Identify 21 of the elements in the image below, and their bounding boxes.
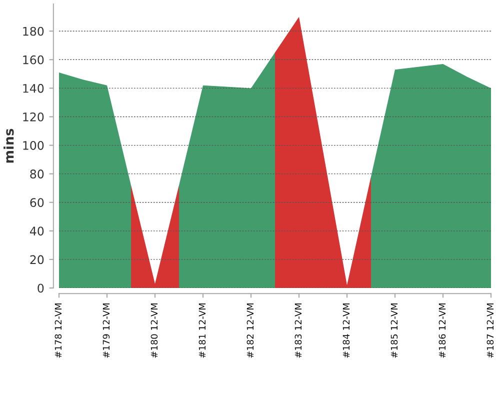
y-tick-label: 80: [30, 170, 44, 178]
x-tick-label: #183 12-VM: [294, 303, 302, 358]
y-tick-label: 0: [38, 284, 44, 293]
x-tick-label: #187 12-VM: [486, 303, 494, 358]
x-tick-label: #184 12-VM: [342, 303, 350, 358]
x-tick-label: #178 12-VM: [54, 303, 62, 358]
x-tick-label: #179 12-VM: [102, 303, 110, 358]
y-tick-label: 20: [30, 255, 44, 264]
y-tick-label: 40: [30, 226, 44, 236]
y-tick-label: 160: [23, 55, 44, 64]
y-tick-label: 60: [30, 198, 44, 208]
x-tick-label: #186 12-VM: [438, 303, 446, 358]
x-tick-label: #181 12-VM: [198, 303, 206, 358]
y-tick-label: 140: [23, 84, 44, 93]
x-tick-label: #185 12-VM: [390, 303, 398, 358]
y-tick-label: 120: [23, 112, 44, 122]
x-tick-label: #180 12-VM: [150, 303, 158, 358]
y-axis-title: mins: [4, 128, 14, 163]
y-tick-label: 180: [23, 26, 44, 36]
x-tick-label: #182 12-VM: [246, 303, 254, 358]
y-tick-label: 100: [23, 141, 44, 150]
